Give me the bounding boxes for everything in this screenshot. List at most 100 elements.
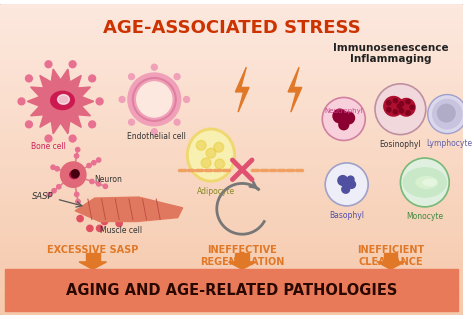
Bar [0, 201, 463, 206]
Circle shape [74, 192, 79, 197]
Bar [0, 274, 463, 279]
Bar [0, 191, 463, 196]
Circle shape [69, 135, 76, 142]
Circle shape [87, 225, 93, 232]
Bar [0, 139, 463, 144]
Ellipse shape [70, 171, 79, 179]
Circle shape [384, 97, 403, 116]
Text: AGE-ASSOCIATED STRESS: AGE-ASSOCIATED STRESS [102, 19, 360, 37]
Bar [0, 123, 463, 128]
Bar [0, 258, 463, 263]
Circle shape [400, 108, 404, 113]
Bar [0, 35, 463, 40]
Bar [0, 56, 463, 61]
Bar [0, 154, 463, 160]
Circle shape [77, 215, 83, 222]
Circle shape [342, 185, 350, 193]
Circle shape [91, 211, 98, 217]
Circle shape [96, 98, 103, 105]
Polygon shape [236, 67, 249, 112]
Bar [0, 269, 463, 274]
Circle shape [183, 97, 190, 102]
Circle shape [55, 167, 59, 171]
Text: Lymphocyte: Lymphocyte [426, 139, 472, 148]
Circle shape [101, 219, 108, 225]
Circle shape [433, 100, 462, 129]
Bar [384, 253, 398, 262]
Circle shape [406, 100, 410, 104]
Bar [0, 232, 463, 237]
Bar [0, 180, 463, 185]
Bar [0, 144, 463, 149]
Polygon shape [403, 168, 447, 197]
Text: Muscle cell: Muscle cell [100, 226, 142, 235]
Text: EXCESSIVE SASP: EXCESSIVE SASP [47, 245, 138, 255]
Text: Eosinophyl: Eosinophyl [380, 140, 421, 150]
Bar [0, 50, 463, 56]
Text: Monocyte: Monocyte [406, 212, 443, 221]
Circle shape [325, 163, 368, 206]
Bar [0, 305, 463, 310]
Ellipse shape [423, 179, 437, 186]
Circle shape [97, 225, 103, 232]
Bar [0, 4, 463, 9]
Polygon shape [228, 262, 256, 269]
Circle shape [47, 193, 52, 197]
Circle shape [126, 212, 132, 219]
Text: INEFFECTIVE
REGENERATION: INEFFECTIVE REGENERATION [200, 245, 284, 267]
Text: Endothelial cell: Endothelial cell [127, 132, 186, 141]
Bar [0, 242, 463, 248]
Circle shape [333, 109, 346, 123]
Bar [0, 211, 463, 217]
Circle shape [97, 182, 101, 186]
Circle shape [111, 209, 118, 215]
Circle shape [137, 82, 172, 117]
Circle shape [347, 176, 354, 183]
Bar [0, 160, 463, 165]
Bar [0, 206, 463, 211]
Circle shape [322, 98, 365, 140]
Circle shape [91, 160, 96, 165]
Bar [0, 279, 463, 284]
Circle shape [174, 74, 180, 79]
Bar [0, 217, 463, 222]
Circle shape [428, 94, 467, 134]
Circle shape [56, 185, 61, 189]
Ellipse shape [51, 91, 74, 109]
Circle shape [61, 162, 86, 187]
Circle shape [438, 104, 455, 122]
Bar [0, 40, 463, 45]
Circle shape [103, 184, 108, 189]
Bar [0, 284, 463, 289]
Circle shape [97, 158, 101, 162]
Ellipse shape [190, 131, 232, 179]
Bar [0, 263, 463, 269]
Bar [0, 253, 463, 258]
Circle shape [75, 147, 80, 152]
Polygon shape [75, 197, 182, 221]
Bar [0, 45, 463, 50]
Ellipse shape [187, 128, 236, 182]
Bar [0, 25, 463, 30]
Circle shape [45, 61, 52, 68]
Bar [0, 149, 463, 154]
Bar [0, 237, 463, 242]
Ellipse shape [57, 95, 69, 104]
Circle shape [26, 75, 32, 82]
Circle shape [387, 108, 391, 112]
Text: SASP: SASP [32, 192, 54, 201]
Bar [0, 61, 463, 66]
Bar [5, 269, 458, 311]
Circle shape [119, 97, 125, 102]
Circle shape [339, 120, 349, 130]
Text: Bone cell: Bone cell [31, 142, 66, 152]
Bar [0, 19, 463, 25]
Bar [0, 71, 463, 77]
Text: Neuron: Neuron [95, 175, 123, 184]
Bar [0, 108, 463, 113]
Circle shape [410, 105, 414, 109]
Bar [0, 92, 463, 97]
Circle shape [393, 99, 398, 103]
Circle shape [343, 112, 355, 124]
Circle shape [26, 121, 32, 128]
